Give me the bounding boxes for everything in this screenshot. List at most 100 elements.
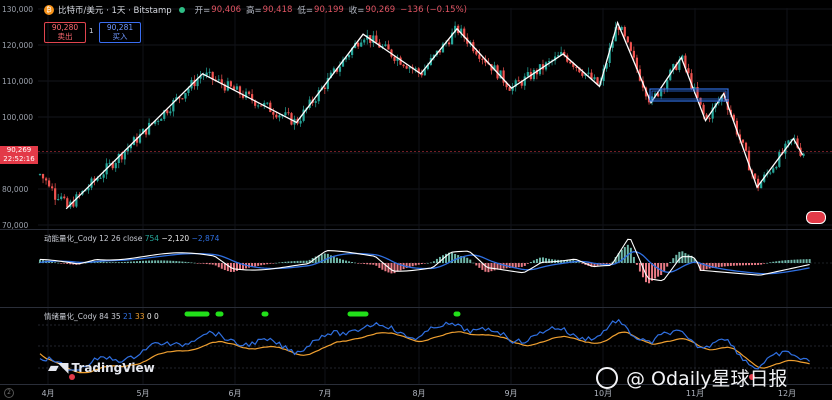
histogram-bar — [548, 258, 551, 263]
histogram-bar — [714, 263, 717, 268]
histogram-bar — [260, 263, 263, 266]
histogram-bar — [163, 260, 166, 263]
histogram-bar — [129, 261, 132, 263]
histogram-bar — [378, 263, 381, 268]
legend-value: −2,874 — [189, 234, 220, 243]
candle-body — [290, 113, 293, 125]
histogram-bar — [596, 263, 599, 266]
candle-body — [211, 71, 214, 80]
histogram-bar — [663, 263, 666, 272]
histogram-bar — [57, 262, 60, 264]
histogram-bar — [335, 257, 338, 263]
histogram-bar — [184, 261, 187, 263]
buy-button[interactable]: 90,281 买入 — [99, 22, 141, 43]
legend-value: 0 — [144, 312, 152, 321]
histogram-bar — [275, 262, 278, 264]
candle-body — [244, 91, 248, 98]
candle-body — [123, 151, 126, 160]
histogram-bar — [117, 262, 120, 263]
candle-body — [587, 72, 590, 74]
candle-body — [387, 44, 390, 50]
candle-body — [481, 58, 484, 60]
candle-body — [138, 133, 142, 143]
candle-body — [732, 114, 735, 121]
candle-body — [417, 68, 420, 73]
timezone-badge-icon[interactable]: 2 — [4, 388, 14, 398]
histogram-bar — [214, 263, 217, 266]
histogram-bar — [332, 256, 335, 263]
candle-body — [375, 35, 378, 43]
histogram-bar — [493, 263, 496, 271]
histogram-bar — [175, 261, 178, 263]
candle-body — [802, 153, 805, 156]
candle-body — [605, 63, 608, 69]
histogram-bar — [148, 260, 151, 263]
candle-body — [626, 36, 629, 43]
histogram-bar — [623, 247, 626, 263]
candle-body — [484, 59, 487, 63]
symbol-title[interactable]: 比特币/美元 · 1天 · Bitstamp — [58, 6, 172, 16]
candle-body — [323, 87, 326, 90]
histogram-bar — [481, 263, 484, 270]
histogram-bar — [569, 260, 572, 263]
histogram-bar — [684, 253, 687, 263]
histogram-bar — [160, 260, 163, 263]
odaily-brand: @ Odaily星球日报 — [596, 364, 788, 391]
candle-body — [454, 25, 457, 33]
candle-body — [199, 76, 202, 79]
candle-body — [160, 118, 163, 121]
order-quantity[interactable]: 1 — [89, 27, 94, 35]
histogram-bar — [748, 263, 751, 266]
sell-button[interactable]: 90,280 卖出 — [44, 22, 86, 43]
histogram-bar — [614, 257, 617, 263]
open-label: 开= — [194, 6, 211, 16]
price-axis: 130,000120,000110,000100,00090,00080,000… — [2, 5, 33, 230]
histogram-bar — [208, 263, 211, 265]
histogram-bar — [126, 261, 129, 263]
histogram-bar — [39, 259, 41, 263]
sentiment-indicator-legend[interactable]: 情绪量化_Cody 84 35 21 33 0 0 — [44, 311, 159, 322]
symbol-header[interactable]: ₿ 比特币/美元 · 1天 · Bitstamp 开= 90,406 高= 90,4… — [0, 0, 600, 20]
histogram-bar — [566, 260, 569, 263]
change-value: −136 (−0.15%) — [400, 5, 467, 15]
momentum-indicator-legend[interactable]: 动能量化_Cody 12 26 close 754 −2,120 −2,874 — [44, 233, 219, 244]
histogram-bar — [63, 263, 66, 264]
histogram-bar — [590, 263, 593, 267]
histogram-bar — [541, 257, 544, 263]
candle-body — [126, 148, 129, 152]
candle-body — [581, 72, 584, 76]
price-tick-label: 110,000 — [2, 77, 33, 86]
candle-body — [790, 139, 793, 141]
candle-body — [172, 99, 175, 112]
candle-body — [357, 42, 360, 47]
candle-body — [775, 166, 778, 169]
candle-body — [263, 102, 266, 107]
histogram-bar — [111, 262, 114, 263]
histogram-bar — [284, 261, 287, 263]
candle-body — [102, 174, 105, 178]
candle-body — [302, 109, 305, 121]
histogram-bar — [54, 262, 57, 263]
time-tick-label: 11月 — [686, 389, 704, 398]
time-tick-label: 9月 — [504, 389, 517, 398]
flag-icon[interactable] — [806, 211, 826, 224]
candle-body — [329, 72, 332, 78]
histogram-bar — [469, 259, 472, 263]
histogram-bar — [196, 263, 199, 264]
histogram-bar — [638, 263, 641, 272]
candle-body — [778, 152, 781, 167]
candle-body — [560, 51, 563, 56]
candle-body — [87, 187, 90, 191]
histogram-bar — [538, 257, 541, 263]
histogram-bar — [741, 263, 744, 266]
histogram-bar — [463, 256, 466, 263]
histogram-bar — [348, 261, 351, 263]
candle-body — [338, 66, 342, 72]
histogram-bar — [760, 263, 763, 265]
price-tick-label: 130,000 — [2, 5, 33, 14]
candle-body — [241, 94, 245, 98]
candle-body — [287, 112, 290, 114]
candle-body — [66, 198, 69, 208]
histogram-bar — [726, 263, 729, 267]
